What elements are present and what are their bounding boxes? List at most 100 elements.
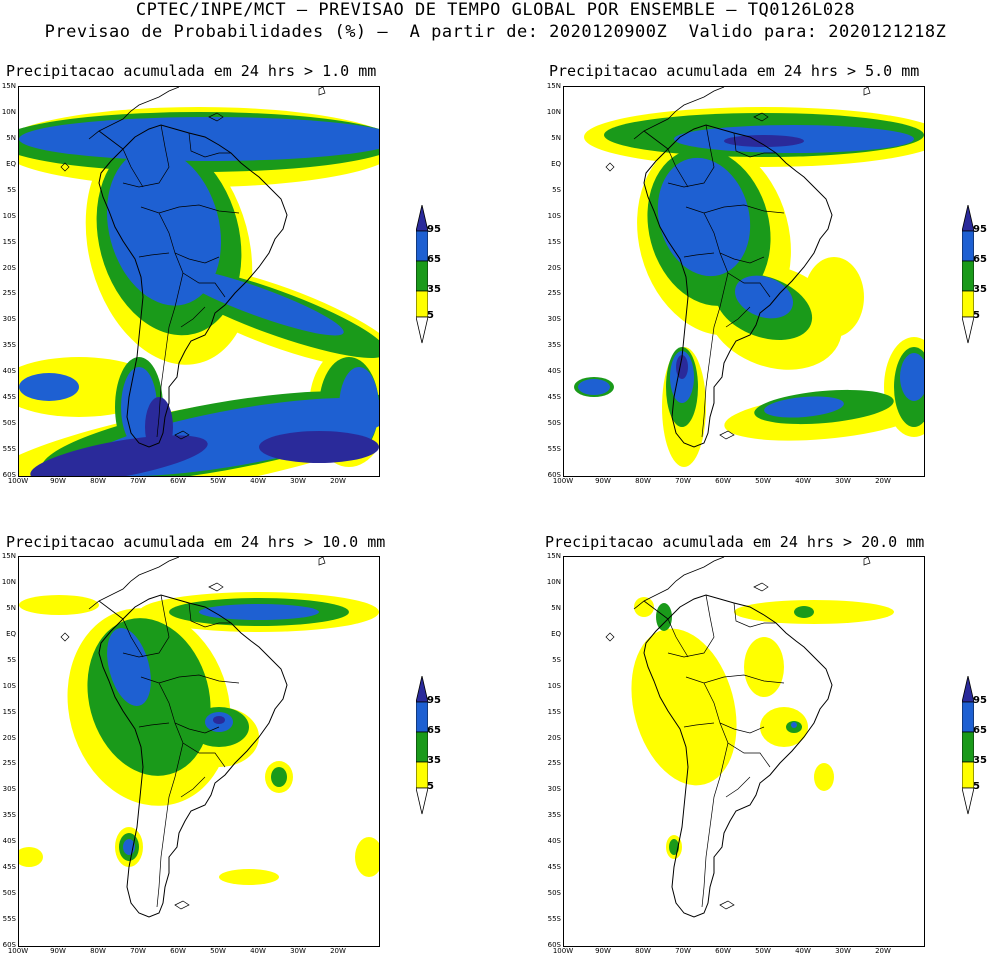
lat-tick-label: 60S [547, 471, 561, 479]
lat-tick-label: 30S [2, 315, 16, 324]
lat-tick-label: EQ [6, 629, 16, 638]
probability-contour [107, 628, 151, 706]
island-outline [753, 582, 769, 592]
legend-level-label: 65 [427, 725, 441, 736]
lat-tick-label: 15S [2, 707, 16, 716]
country-border [725, 776, 751, 798]
lat-tick-label: 15N [1, 82, 16, 90]
island-outline [208, 112, 224, 122]
color-legend-3: 95 65 35 5 [416, 676, 476, 826]
country-border [685, 204, 785, 214]
probability-contour [339, 367, 379, 447]
lat-tick-label: 5N [6, 603, 16, 612]
probability-contour [656, 603, 672, 631]
country-border [158, 212, 220, 264]
lon-tick-label: 60W [170, 477, 186, 485]
lat-tick-label: 55S [547, 915, 561, 924]
lat-tick-label: 5N [6, 133, 16, 142]
legend-swatch [416, 230, 428, 262]
legend-level-label: 35 [973, 755, 987, 766]
island-outline [605, 162, 615, 172]
country-border [140, 674, 240, 684]
lat-tick-label: 60S [2, 941, 16, 949]
legend-colorbar [416, 676, 428, 815]
island-outline [174, 430, 190, 440]
lat-tick-label: 10S [2, 211, 16, 220]
lon-tick-label: 90W [595, 947, 611, 955]
panel-title-2: Precipitacao acumulada em 24 hrs > 5.0 m… [549, 62, 920, 80]
lat-tick-label: 45S [2, 863, 16, 872]
lon-tick-label: 20W [330, 947, 346, 955]
country-border [725, 306, 751, 328]
color-legend-2: 95 65 35 5 [962, 205, 991, 355]
lat-tick-label: 10S [547, 681, 561, 690]
lat-tick-label: 35S [547, 341, 561, 350]
probability-contour [760, 707, 808, 747]
lon-tick-label: 60W [170, 947, 186, 955]
lon-tick-label: 20W [875, 477, 891, 485]
lat-tick-label: 30S [547, 785, 561, 794]
lat-tick-label: 30S [547, 315, 561, 324]
country-border [733, 132, 776, 158]
lat-tick-label: 20S [2, 263, 16, 272]
island-outline [863, 557, 871, 566]
legend-colorbar [416, 205, 428, 344]
legend-level-label: 65 [427, 254, 441, 265]
legend-level-label: 95 [973, 695, 987, 706]
lat-tick-label: 45S [547, 863, 561, 872]
island-outline [60, 632, 70, 642]
legend-level-label: 5 [973, 310, 980, 321]
lon-tick-label: 40W [795, 947, 811, 955]
lat-tick-label: 45S [547, 393, 561, 402]
country-border [180, 306, 206, 328]
lat-tick-label: 10N [1, 577, 16, 586]
country-border [667, 618, 689, 658]
lon-tick-label: 100W [552, 947, 574, 955]
island-outline [318, 87, 326, 96]
probability-contour [259, 431, 379, 463]
legend-colorbar [962, 205, 974, 344]
panel-title-3: Precipitacao acumulada em 24 hrs > 10.0 … [6, 533, 386, 551]
lon-tick-label: 30W [290, 477, 306, 485]
lat-tick-label: 25S [2, 759, 16, 768]
panel-title-4: Precipitacao acumulada em 24 hrs > 20.0 … [545, 533, 925, 551]
lat-tick-label: 10S [2, 681, 16, 690]
lat-tick-label: 55S [547, 445, 561, 454]
legend-swatch [962, 701, 974, 733]
lat-tick-label: 40S [547, 367, 561, 376]
legend-swatch [962, 290, 974, 318]
island-outline [174, 900, 190, 910]
lat-tick-label: 35S [2, 341, 16, 350]
lon-tick-label: 70W [130, 477, 146, 485]
probability-contour [657, 157, 751, 277]
lon-tick-label: 20W [330, 477, 346, 485]
legend-level-label: 95 [973, 224, 987, 235]
probability-contour [764, 396, 844, 418]
coastline [98, 594, 288, 918]
lat-tick-label: 50S [2, 419, 16, 428]
map-canvas [574, 87, 924, 467]
lat-tick-label: 35S [547, 811, 561, 820]
lat-tick-label: 40S [2, 837, 16, 846]
lon-tick-label: 50W [210, 947, 226, 955]
probability-contour [794, 606, 814, 618]
island-outline [605, 632, 615, 642]
country-border [701, 272, 729, 438]
lat-tick-label: 5S [552, 655, 561, 664]
island-outline [753, 112, 769, 122]
country-border [174, 722, 226, 768]
map-canvas [19, 87, 379, 476]
probability-contour [634, 597, 654, 617]
coastline [643, 124, 833, 448]
country-border [667, 124, 715, 188]
lat-tick-label: 10N [1, 107, 16, 116]
probability-contour [631, 628, 737, 786]
lat-tick-label: EQ [551, 159, 561, 168]
lat-tick-label: 45S [2, 393, 16, 402]
lat-tick-label: 50S [547, 889, 561, 898]
country-border [683, 252, 715, 258]
lat-tick-label: 25S [547, 759, 561, 768]
country-border [701, 742, 729, 908]
central-america-coastline [633, 557, 725, 620]
legend-level-label: 5 [427, 310, 434, 321]
